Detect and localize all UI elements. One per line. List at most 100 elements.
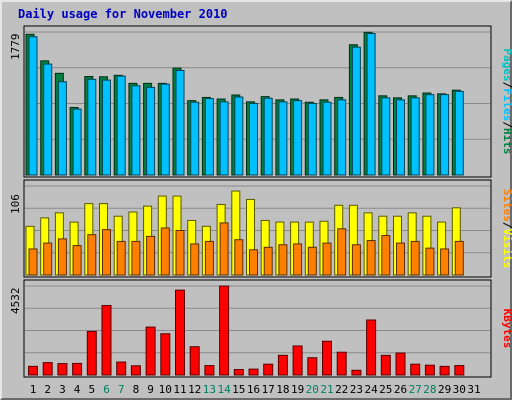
kbytes-kbytes-bar <box>307 357 318 376</box>
x-tick-label: 9 <box>147 383 154 396</box>
visits-sites-bar <box>146 235 156 276</box>
visits-sites-bar <box>425 247 435 276</box>
kbytes-kbytes-bar <box>366 319 377 376</box>
x-tick-label: 2 <box>44 383 51 396</box>
kbytes-kbytes-bar <box>219 285 230 376</box>
x-tick-label: 20 <box>306 383 319 396</box>
traffic-files-bar <box>366 33 376 176</box>
traffic-files-bar <box>307 102 317 176</box>
traffic-files-bar <box>454 90 464 176</box>
visits-sites-bar <box>263 246 273 276</box>
x-tick-label: 3 <box>59 383 66 396</box>
traffic-legend-files: Files <box>501 88 512 121</box>
kbytes-kbytes-bar <box>233 369 244 376</box>
visits-legend-separator: / <box>501 222 512 229</box>
traffic-files-bar <box>219 101 229 176</box>
kbytes-kbytes-bar <box>292 345 303 376</box>
x-tick-label: 14 <box>217 383 231 396</box>
visits-sites-bar <box>249 249 258 276</box>
visits-sites-bar <box>175 230 185 276</box>
visits-sites-bar <box>87 234 97 276</box>
visits-sites-bar <box>190 243 200 276</box>
visits-sites-bar <box>454 240 464 276</box>
chart-title: Daily usage for November 2010 <box>18 7 228 21</box>
x-tick-label: 17 <box>262 383 275 396</box>
traffic-files-bar <box>190 101 200 176</box>
kbytes-kbytes-bar <box>57 363 68 376</box>
traffic-legend: Pages/Files/Hits <box>501 49 512 155</box>
x-tick-label: 15 <box>232 383 245 396</box>
kbytes-kbytes-bar <box>322 340 332 376</box>
traffic-files-bar <box>440 94 450 176</box>
x-tick-label: 27 <box>409 383 422 396</box>
traffic-files-bar <box>175 70 185 176</box>
x-tick-label: 6 <box>103 383 110 396</box>
x-tick-label: 28 <box>423 383 436 396</box>
kbytes-kbytes-bar <box>145 326 156 376</box>
x-tick-label: 31 <box>467 383 480 396</box>
x-tick-label: 16 <box>247 383 260 396</box>
kbytes-kbytes-bar <box>116 361 127 376</box>
visits-sites-bar <box>337 228 347 276</box>
x-tick-label: 11 <box>173 383 186 396</box>
traffic-files-bar <box>337 99 347 176</box>
kbytes-legend-kbytes: KBytes <box>501 309 512 349</box>
x-tick-label: 1 <box>30 383 37 396</box>
kbytes-ymax-label: 4532 <box>9 288 22 315</box>
x-tick-label: 5 <box>88 383 95 396</box>
kbytes-kbytes-bar <box>86 330 97 376</box>
traffic-files-bar <box>410 97 420 176</box>
x-tick-label: 29 <box>438 383 451 396</box>
visits-sites-bar <box>28 248 38 276</box>
traffic-files-bar <box>293 100 303 176</box>
kbytes-legend: KBytes <box>501 309 512 349</box>
kbytes-kbytes-bar <box>336 351 347 376</box>
visits-sites-bar <box>160 227 170 276</box>
traffic-files-bar <box>43 63 53 176</box>
x-tick-label: 4 <box>74 383 81 396</box>
kbytes-kbytes-bar <box>263 363 274 376</box>
kbytes-kbytes-bar <box>351 369 362 376</box>
traffic-legend-pages: Pages <box>501 49 512 82</box>
visits-legend-sites: Sites <box>501 189 512 222</box>
visits-sites-bar <box>366 240 376 276</box>
traffic-legend-hits: Hits <box>501 128 512 155</box>
traffic-legend-separator: / <box>501 121 512 128</box>
x-tick-label: 24 <box>364 383 378 396</box>
visits-sites-bar <box>351 244 361 276</box>
x-tick-label: 18 <box>276 383 289 396</box>
kbytes-kbytes-bar <box>175 289 185 376</box>
x-tick-label: 19 <box>291 383 304 396</box>
traffic-files-bar <box>263 97 273 176</box>
x-tick-label: 13 <box>203 383 216 396</box>
visits-sites-bar <box>57 238 67 276</box>
x-tick-label: 22 <box>335 383 348 396</box>
kbytes-kbytes-bar <box>395 352 406 376</box>
traffic-files-bar <box>102 79 111 176</box>
kbytes-kbytes-bar <box>204 365 215 376</box>
kbytes-kbytes-bar <box>454 365 465 376</box>
visits-sites-bar <box>381 235 391 276</box>
visits-sites-bar <box>440 248 450 276</box>
kbytes-kbytes-bar <box>160 333 171 376</box>
kbytes-kbytes-bar <box>130 365 141 376</box>
traffic-files-bar <box>72 108 82 176</box>
traffic-files-bar <box>234 96 244 176</box>
visits-sites-bar <box>322 242 332 276</box>
kbytes-kbytes-bar <box>101 304 112 376</box>
visits-sites-bar <box>278 244 288 276</box>
traffic-files-bar <box>87 78 97 176</box>
visits-ymax-label: 106 <box>9 194 22 214</box>
kbytes-kbytes-bar <box>380 354 391 376</box>
traffic-files-bar <box>249 102 258 176</box>
visits-sites-bar <box>204 240 214 276</box>
traffic-ymax-label: 1779 <box>9 34 22 61</box>
x-tick-label: 10 <box>159 383 172 396</box>
visits-sites-bar <box>293 243 303 276</box>
visits-sites-bar <box>102 229 111 276</box>
traffic-files-bar <box>396 99 405 176</box>
traffic-files-bar <box>131 85 141 176</box>
kbytes-kbytes-bar <box>28 365 38 376</box>
traffic-files-bar <box>160 83 170 176</box>
